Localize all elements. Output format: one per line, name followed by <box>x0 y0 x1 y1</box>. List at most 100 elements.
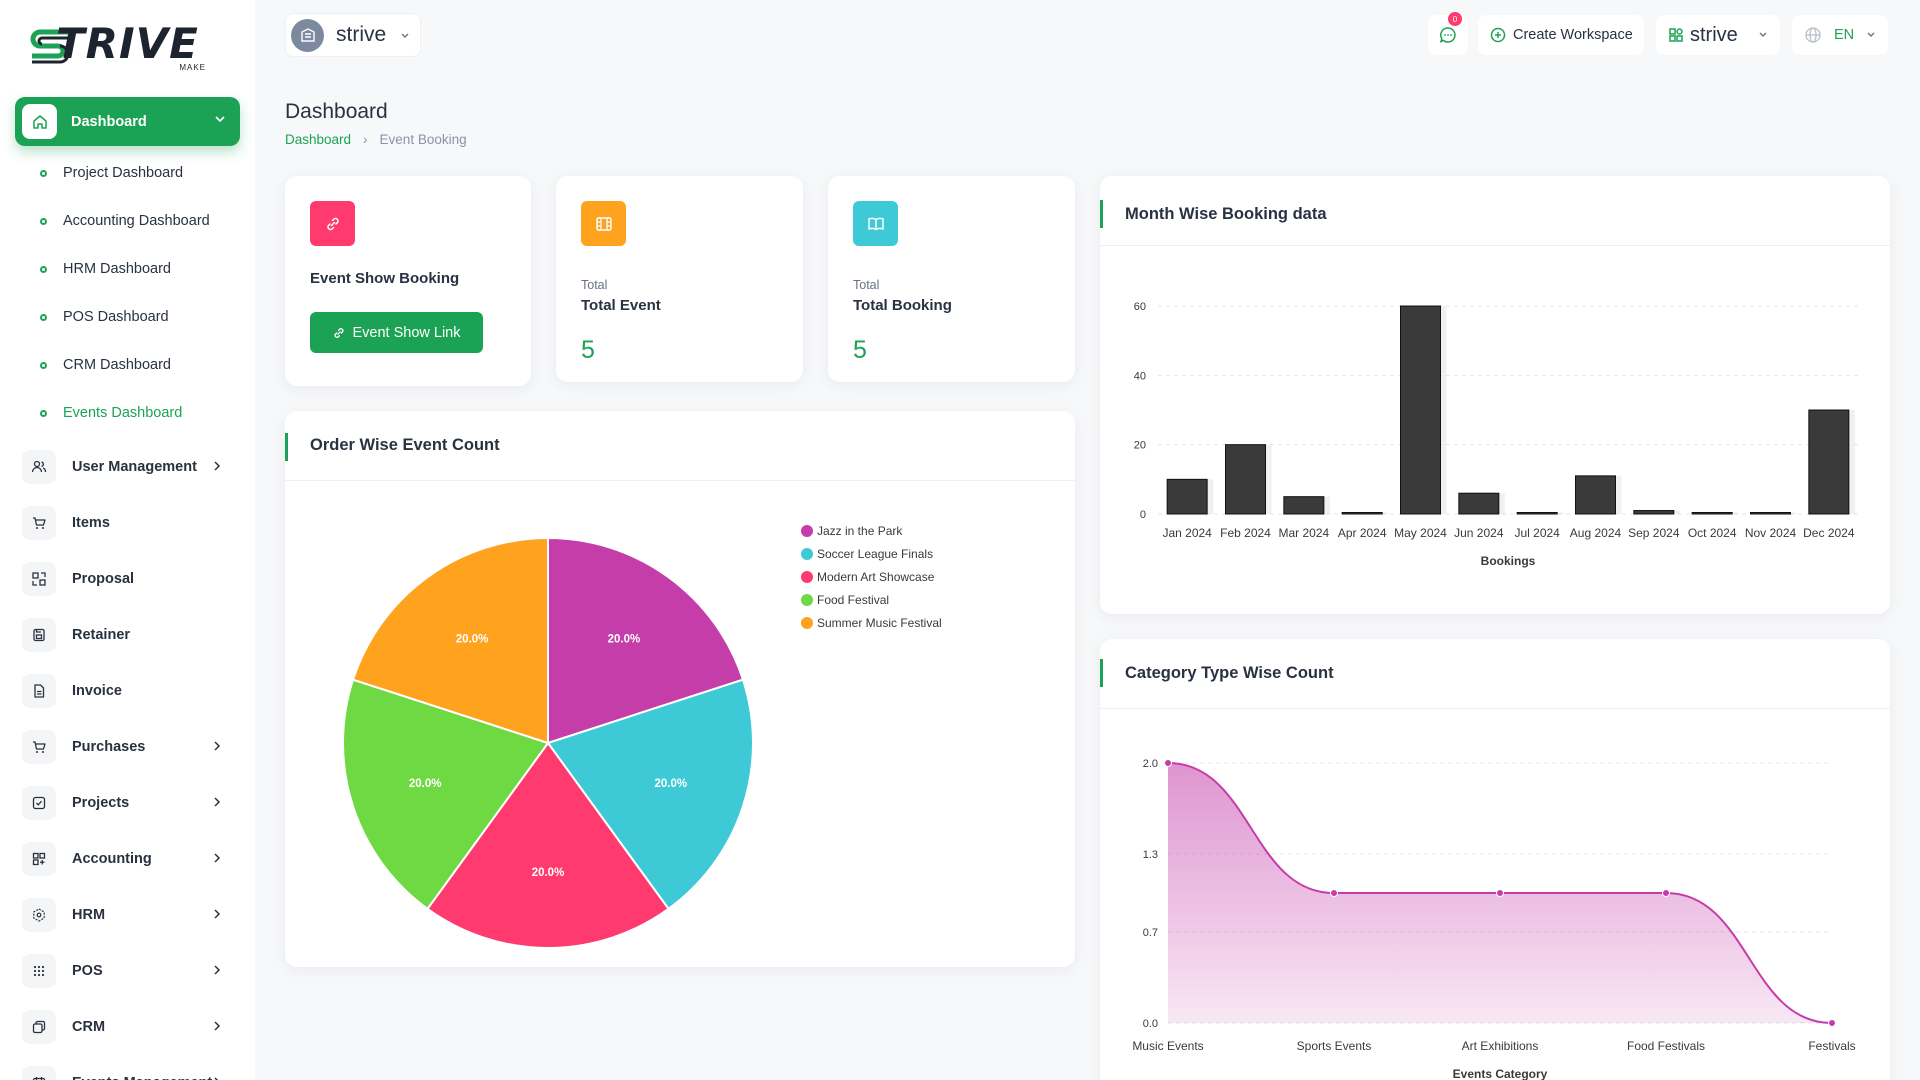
sidebar-item-label: Proposal <box>72 571 135 587</box>
messages-button[interactable]: 0 <box>1428 12 1468 55</box>
bar <box>1516 512 1558 515</box>
sidebar-item-accounting[interactable]: Accounting <box>22 841 237 877</box>
sidebar-item-label: POS <box>72 963 103 979</box>
sidebar-item-label: Events Management <box>72 1075 212 1080</box>
x-tick-label: Dec 2024 <box>1803 526 1855 540</box>
legend-label: Jazz in the Park <box>817 524 903 538</box>
sidebar-subitem-project-dashboard[interactable]: Project Dashboard <box>40 163 183 183</box>
bar <box>1341 512 1383 515</box>
legend-marker <box>801 617 813 629</box>
workspace-menu-label: strive <box>1690 23 1738 46</box>
bar-chart: 0 20 40 60 Jan 2024 Feb 2024 Mar 2024 Apr 2024 M… <box>1134 301 1858 568</box>
x-tick-label: Feb 2024 <box>1220 526 1271 540</box>
card-title: Month Wise Booking data <box>1125 205 1327 223</box>
save-icon <box>22 618 56 652</box>
language-selector[interactable]: EN <box>1792 15 1888 55</box>
x-tick-label: Apr 2024 <box>1338 526 1387 540</box>
workspace-selector[interactable]: strive <box>285 13 421 57</box>
pie-chart: 20.0% 20.0% 20.0% 20.0% 20.0% Jazz in the Par… <box>342 524 942 949</box>
notification-badge: 0 <box>1448 12 1462 26</box>
pie-slice <box>547 536 745 745</box>
sidebar-item-hrm[interactable]: HRM <box>22 897 237 933</box>
x-axis-label: Bookings <box>1481 554 1536 568</box>
pie-data-label: 20.0% <box>532 867 565 879</box>
subitem-label: HRM Dashboard <box>63 261 171 277</box>
create-workspace-button[interactable]: Create Workspace <box>1478 15 1644 55</box>
sidebar-item-label: HRM <box>72 907 106 923</box>
sidebar-item-projects[interactable]: Projects <box>22 785 237 821</box>
sidebar-item-invoice[interactable]: Invoice <box>22 673 237 709</box>
subitem-label: Project Dashboard <box>63 165 184 181</box>
sidebar-item-pos[interactable]: POS <box>22 953 237 989</box>
bullet-icon <box>40 217 47 225</box>
card-title: Order Wise Event Count <box>310 436 500 454</box>
sidebar-item-items[interactable]: Items <box>22 505 237 541</box>
language-label: EN <box>1834 27 1855 43</box>
stat-small-label: Total <box>853 278 880 292</box>
y-tick-label: 0.7 <box>1143 927 1158 939</box>
bullet-icon <box>40 409 47 417</box>
sidebar-item-crm[interactable]: CRM <box>22 1009 237 1045</box>
stat-label: Total Event <box>581 297 661 314</box>
stat-label: Event Show Booking <box>310 270 460 287</box>
calendar-icon <box>22 1066 56 1080</box>
pie-slice <box>546 678 754 911</box>
card-header: Order Wise Event Count <box>285 411 1075 481</box>
legend-marker <box>801 525 813 537</box>
sidebar-subitem-events-dashboard[interactable]: Events Dashboard <box>40 403 182 423</box>
sidebar-item-proposal[interactable]: Proposal <box>22 561 237 597</box>
brand-logo[interactable]: TRIVE MAKE <box>28 18 208 72</box>
book-icon <box>853 201 898 246</box>
workspace-menu-button[interactable]: strive <box>1656 15 1780 55</box>
apps-icon <box>1669 28 1683 42</box>
subitem-label: Events Dashboard <box>63 405 183 421</box>
data-point <box>1496 889 1504 897</box>
sidebar-subitem-hrm-dashboard[interactable]: HRM Dashboard <box>40 259 171 279</box>
breadcrumb-home-link[interactable]: Dashboard <box>285 132 352 147</box>
total-booking-card: Total Total Booking 5 <box>828 176 1075 382</box>
accent-bar <box>1100 200 1103 228</box>
bar <box>1691 512 1733 515</box>
legend-label: Summer Music Festival <box>817 616 942 630</box>
sidebar-subitem-crm-dashboard[interactable]: CRM Dashboard <box>40 355 171 375</box>
bar <box>1283 496 1325 515</box>
y-tick-label: 20 <box>1134 440 1146 452</box>
chevron-right-icon <box>214 1077 219 1080</box>
grid-plus-icon <box>22 842 56 876</box>
pie-slice <box>342 678 550 911</box>
chevron-right-icon <box>214 1021 221 1031</box>
link-icon <box>310 201 355 246</box>
legend-label: Soccer League Finals <box>817 547 933 561</box>
sidebar-subitem-accounting-dashboard[interactable]: Accounting Dashboard <box>40 211 210 231</box>
pie-data-label: 20.0% <box>655 778 688 790</box>
breadcrumb: Dashboard › Event Booking <box>285 132 467 147</box>
create-workspace-label: Create Workspace <box>1513 27 1633 43</box>
cart-icon <box>22 730 56 764</box>
bullet-icon <box>40 265 47 273</box>
sidebar-item-events-management[interactable]: Events Management <box>22 1065 237 1080</box>
sidebar-item-retainer[interactable]: Retainer <box>22 617 237 653</box>
sidebar-item-dashboard[interactable]: Dashboard <box>15 97 240 146</box>
bar <box>1633 510 1675 515</box>
chevron-right-icon <box>214 853 221 863</box>
workspace-avatar <box>291 18 324 52</box>
card-header: Month Wise Booking data <box>1100 176 1890 246</box>
film-icon <box>581 201 626 246</box>
legend-marker <box>801 571 813 583</box>
y-tick-label: 60 <box>1134 301 1146 313</box>
x-tick-label: Jan 2024 <box>1162 526 1212 540</box>
sidebar-item-label: Purchases <box>72 739 146 755</box>
sidebar-item-purchases[interactable]: Purchases <box>22 729 237 765</box>
chevron-down-icon <box>401 33 409 38</box>
sidebar-subitem-pos-dashboard[interactable]: POS Dashboard <box>40 307 169 327</box>
x-tick-label: Music Events <box>1132 1039 1203 1053</box>
page-title: Dashboard <box>285 100 388 123</box>
x-tick-label: Sep 2024 <box>1628 526 1680 540</box>
total-event-card: Total Total Event 5 <box>556 176 803 382</box>
bar <box>1400 305 1441 515</box>
x-tick-label: Oct 2024 <box>1688 526 1737 540</box>
stat-label: Total Booking <box>853 297 952 314</box>
event-show-link-button[interactable]: Event Show Link <box>310 312 483 353</box>
sidebar-item-user-management[interactable]: User Management <box>22 449 237 485</box>
bullet-icon <box>40 361 47 369</box>
